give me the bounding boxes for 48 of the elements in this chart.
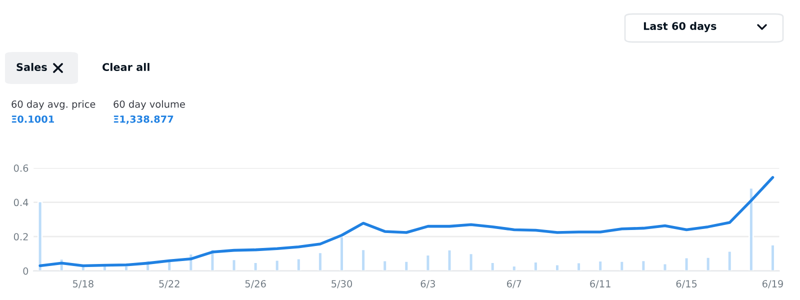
text: 60 day avg. price	[12, 100, 96, 110]
x-tick-label: 6/19	[762, 280, 783, 288]
bar	[640, 260, 646, 271]
text: 60 day volume	[114, 100, 185, 110]
bar	[770, 244, 776, 271]
x-tick-label: 6/3	[420, 280, 435, 288]
x-tick-label: 6/7	[507, 280, 522, 288]
bar	[252, 262, 258, 271]
text: Sales	[16, 62, 47, 72]
bar	[619, 260, 625, 271]
bar	[446, 248, 452, 271]
bar	[296, 258, 302, 271]
x-tick-label: 5/18	[72, 280, 94, 288]
bar	[662, 262, 668, 271]
text: Ξ1,338.877	[114, 115, 174, 124]
bar	[533, 261, 538, 271]
x-tick-label: 5/22	[159, 280, 180, 288]
bar	[231, 258, 237, 271]
bar	[382, 260, 388, 271]
bar	[339, 236, 344, 271]
bar	[598, 260, 603, 271]
y-tick-label: 0	[23, 267, 28, 275]
x-tick-label: 6/15	[676, 280, 697, 288]
bar	[404, 260, 410, 271]
bar	[684, 256, 690, 271]
text: Ξ0.1001	[12, 115, 54, 123]
y-tick-label: 0.6	[14, 164, 28, 172]
bar	[705, 256, 711, 271]
text: Last 60 days	[644, 22, 716, 32]
line-series	[38, 176, 774, 268]
bar	[490, 262, 496, 271]
text: Clear all	[102, 62, 150, 72]
bar	[468, 252, 474, 271]
bar	[274, 259, 280, 271]
bar	[576, 262, 582, 271]
x-tick-label: 5/26	[245, 280, 266, 288]
bar	[318, 252, 323, 271]
y-tick-label: 0.2	[14, 233, 28, 240]
bar	[727, 250, 732, 271]
bar	[554, 264, 560, 271]
bar	[360, 248, 366, 271]
bar	[748, 187, 754, 271]
bar	[425, 254, 431, 271]
x-tick-label: 6/11	[590, 280, 610, 288]
bar	[37, 200, 43, 271]
x-tick-label: 5/30	[332, 280, 352, 288]
bar	[512, 265, 517, 271]
y-tick-label: 0.4	[14, 198, 28, 206]
